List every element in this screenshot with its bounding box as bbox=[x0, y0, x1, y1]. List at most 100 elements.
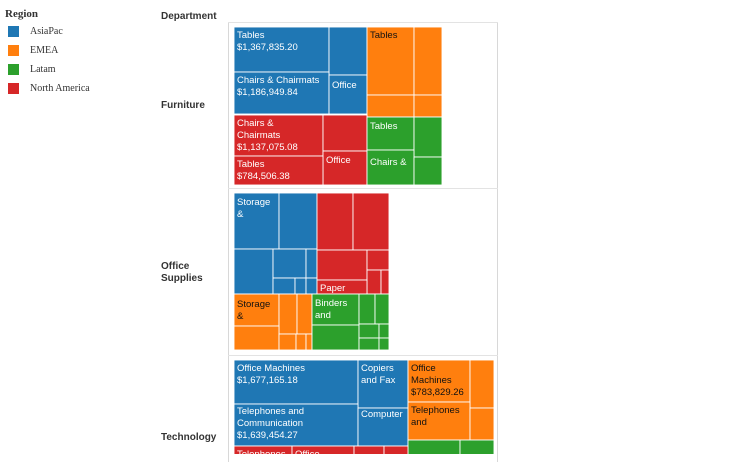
cell-furniture-asiapac-chairs[interactable] bbox=[233, 71, 330, 115]
cell-tech-emea-office-machines[interactable] bbox=[407, 359, 471, 403]
cell-os-na-minor[interactable] bbox=[380, 269, 390, 295]
row-label-furniture: Furniture bbox=[161, 100, 227, 112]
cell-label-latam-chairs-chairmats: Chairs & bbox=[370, 157, 407, 168]
row-label-line: Supplies bbox=[161, 273, 203, 284]
legend-swatch-north-america bbox=[8, 83, 19, 94]
cell-os-na-minor[interactable] bbox=[366, 269, 382, 295]
row-label-line: Office bbox=[161, 261, 190, 272]
cell-os-asiapac-minor[interactable] bbox=[294, 277, 307, 295]
row-label-line: Furniture bbox=[161, 100, 205, 111]
cell-os-na-minor[interactable] bbox=[352, 192, 390, 251]
legend-label-emea: EMEA bbox=[30, 45, 59, 56]
department-column-header: Department bbox=[161, 11, 217, 22]
legend-label-asiapac: AsiaPac bbox=[30, 26, 63, 37]
cell-tech-asiapac-copiers[interactable] bbox=[357, 359, 409, 409]
cell-furniture-na-minor[interactable] bbox=[322, 114, 368, 152]
legend-item-asiapac[interactable]: AsiaPac bbox=[5, 22, 90, 41]
legend-item-emea[interactable]: EMEA bbox=[5, 41, 90, 60]
cell-furniture-latam-minor[interactable] bbox=[413, 156, 443, 186]
cell-furniture-asiapac-office[interactable] bbox=[328, 74, 368, 115]
row-label-technology: Technology bbox=[161, 432, 227, 444]
cell-os-asiapac-minor[interactable] bbox=[272, 277, 296, 295]
cell-os-na-minor[interactable] bbox=[316, 192, 354, 251]
cell-os-latam-minor[interactable] bbox=[311, 324, 360, 351]
cell-os-asiapac-minor[interactable] bbox=[233, 248, 274, 295]
cell-os-asiapac-minor[interactable] bbox=[305, 248, 318, 279]
cell-label-north-america-office: Office bbox=[326, 155, 351, 166]
cell-furniture-emea-minor[interactable] bbox=[413, 26, 443, 96]
row-label-line: Technology bbox=[161, 432, 217, 443]
legend-swatch-asiapac bbox=[8, 26, 19, 37]
cell-os-emea-minor[interactable] bbox=[296, 293, 313, 335]
legend-title: Region bbox=[5, 8, 38, 20]
cell-os-asiapac-minor[interactable] bbox=[305, 277, 318, 295]
cell-furniture-na-chairs[interactable] bbox=[233, 114, 324, 157]
cell-label-asiapac-computer-peripherals: Computer bbox=[361, 409, 403, 420]
cell-label-asiapac-office: Office bbox=[332, 80, 357, 91]
cell-label-emea-office-machines: Office Machines $783,829.26 bbox=[411, 363, 464, 398]
cell-label-asiapac-chairs-chairmats: Chairs & Chairmats $1,186,949.84 bbox=[237, 75, 320, 98]
legend-label-north-america: North America bbox=[30, 83, 90, 94]
row-divider bbox=[228, 188, 498, 189]
treemap-panel bbox=[228, 22, 498, 462]
cell-tech-asiapac-office-machines[interactable] bbox=[233, 359, 359, 405]
cell-furniture-emea-minor[interactable] bbox=[366, 94, 415, 118]
cell-tech-emea-minor[interactable] bbox=[469, 407, 495, 441]
cell-label-emea-tables: Tables bbox=[370, 30, 398, 41]
cell-label-asiapac-tables: Tables $1,367,835.20 bbox=[237, 30, 298, 53]
cell-label-asiapac-storage-organization: Storage & bbox=[237, 197, 270, 220]
legend-swatch-latam bbox=[8, 64, 19, 75]
cell-label-north-america-chairs-chairmats: Chairs & Chairmats $1,137,075.08 bbox=[237, 118, 298, 153]
legend-swatch-emea bbox=[8, 45, 19, 56]
cell-os-latam-minor[interactable] bbox=[358, 293, 376, 325]
cell-os-latam-minor[interactable] bbox=[378, 323, 390, 339]
cell-label-emea-telephones-and-communication: Telephones and bbox=[411, 405, 460, 428]
cell-os-emea-storage[interactable] bbox=[233, 293, 280, 327]
cell-tech-latam-minor[interactable] bbox=[459, 439, 495, 454]
cell-furniture-na-tables[interactable] bbox=[233, 155, 324, 186]
cell-os-asiapac-storage[interactable] bbox=[233, 192, 280, 250]
cell-tech-latam-minor[interactable] bbox=[407, 439, 461, 454]
cell-label-north-america-office-machines: Office bbox=[295, 449, 320, 454]
cell-tech-asiapac-telephones[interactable] bbox=[233, 403, 359, 447]
legend-label-latam: Latam bbox=[30, 64, 56, 75]
cell-tech-na-minor[interactable] bbox=[383, 445, 409, 454]
cell-label-latam-binders-and-binder-accessories: Binders and bbox=[315, 298, 347, 321]
cell-tech-na-minor[interactable] bbox=[353, 445, 385, 454]
cell-label-north-america-tables: Tables $784,506.38 bbox=[237, 159, 290, 182]
cell-os-latam-minor[interactable] bbox=[358, 337, 380, 351]
cell-os-latam-minor[interactable] bbox=[378, 337, 390, 351]
cell-tech-emea-minor[interactable] bbox=[469, 359, 495, 409]
cell-label-north-america-paper: Paper bbox=[320, 283, 345, 294]
cell-furniture-latam-minor[interactable] bbox=[413, 116, 443, 158]
cell-os-emea-minor[interactable] bbox=[305, 333, 313, 351]
cell-os-latam-minor[interactable] bbox=[358, 323, 380, 339]
cell-os-emea-minor[interactable] bbox=[278, 293, 298, 335]
cell-label-asiapac-telephones-and-communication: Telephones and Communication $1,639,454.27 bbox=[237, 406, 304, 441]
legend-item-latam[interactable]: Latam bbox=[5, 60, 90, 79]
cell-furniture-asiapac-tables-minor[interactable] bbox=[328, 26, 368, 76]
cell-label-asiapac-office-machines: Office Machines $1,677,165.18 bbox=[237, 363, 305, 386]
cell-furniture-latam-tables[interactable] bbox=[366, 116, 415, 151]
cell-os-latam-minor[interactable] bbox=[374, 293, 390, 325]
cell-os-asiapac-minor[interactable] bbox=[272, 248, 307, 279]
cell-label-latam-tables: Tables bbox=[370, 121, 398, 132]
row-divider bbox=[228, 355, 498, 356]
chart-legend: Region AsiaPac EMEA Latam North America bbox=[5, 8, 90, 98]
legend-item-north-america[interactable]: North America bbox=[5, 79, 90, 98]
row-top-divider bbox=[228, 22, 498, 23]
cell-furniture-na-office[interactable] bbox=[322, 150, 368, 186]
cell-label-asiapac-copiers-and-fax: Copiers and Fax bbox=[361, 363, 396, 386]
cell-os-emea-minor[interactable] bbox=[295, 333, 307, 351]
cell-furniture-emea-minor[interactable] bbox=[413, 94, 443, 118]
cell-label-north-america-telephones-and-communication: Telephones bbox=[237, 449, 286, 454]
cell-furniture-emea-tables[interactable] bbox=[366, 26, 415, 96]
cell-label-emea-storage-organization: Storage & bbox=[237, 299, 270, 322]
row-label-office-supplies: Office Supplies bbox=[161, 261, 227, 285]
cell-os-emea-minor[interactable] bbox=[233, 325, 280, 351]
cell-os-na-minor[interactable] bbox=[316, 249, 368, 281]
cell-os-emea-minor[interactable] bbox=[278, 333, 297, 351]
cell-os-na-minor[interactable] bbox=[366, 249, 390, 271]
cell-os-asiapac-minor[interactable] bbox=[278, 192, 318, 250]
